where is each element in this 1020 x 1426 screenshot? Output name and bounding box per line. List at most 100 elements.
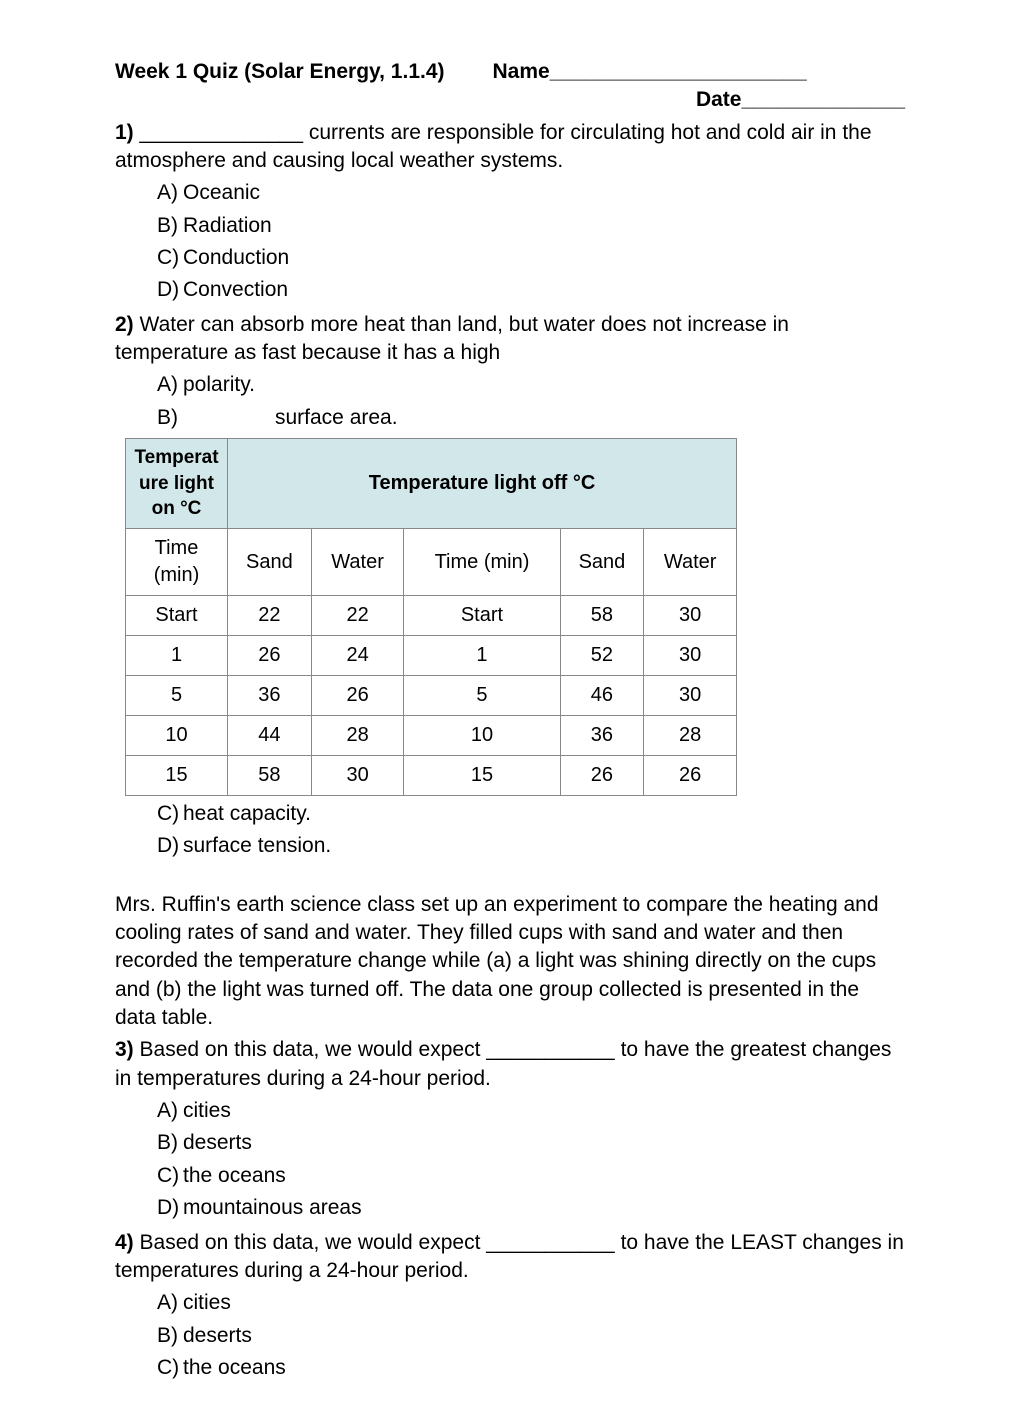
cell: 30 (311, 756, 404, 796)
q2-option-a[interactable]: A)polarity. (157, 369, 905, 401)
q1-options: A)Oceanic B)Radiation C)Conduction D)Con… (115, 177, 905, 306)
q4-blank[interactable]: ___________ (486, 1231, 614, 1254)
option-text: deserts (183, 1131, 252, 1154)
q4-text-before: Based on this data, we would expect (134, 1231, 487, 1254)
cell: 30 (644, 676, 737, 716)
table-row: Start 22 22 Start 58 30 (126, 596, 737, 636)
q1-option-d[interactable]: D)Convection (157, 274, 905, 306)
q4-option-b[interactable]: B)deserts (157, 1320, 905, 1352)
cell: 15 (404, 756, 560, 796)
cell: 28 (644, 716, 737, 756)
cell: 24 (311, 636, 404, 676)
table-header-row-2: Time (min) Sand Water Time (min) Sand Wa… (126, 529, 737, 596)
option-text: mountainous areas (183, 1196, 362, 1219)
option-letter: B) (157, 404, 183, 432)
q2-number: 2) (115, 313, 134, 336)
name-label: Name (493, 60, 550, 83)
option-letter: C) (157, 1354, 183, 1382)
cell: 52 (560, 636, 644, 676)
cell: 26 (228, 636, 312, 676)
option-letter: A) (157, 179, 183, 207)
option-text: Convection (183, 278, 288, 301)
data-table: Temperat ure light on °C Temperature lig… (125, 438, 737, 796)
option-text: the oceans (183, 1164, 286, 1187)
date-blank[interactable]: ______________ (741, 88, 905, 111)
option-letter: C) (157, 244, 183, 272)
q1-option-c[interactable]: C)Conduction (157, 242, 905, 274)
option-text: Conduction (183, 246, 289, 269)
option-text: surface tension. (183, 834, 331, 857)
q1-option-b[interactable]: B)Radiation (157, 210, 905, 242)
cell: Start (404, 596, 560, 636)
option-letter: B) (157, 1322, 183, 1350)
option-text: Oceanic (183, 181, 260, 204)
quiz-title: Week 1 Quiz (Solar Energy, 1.1.4) (115, 58, 445, 86)
option-text: the oceans (183, 1356, 286, 1379)
cell: 30 (644, 636, 737, 676)
date-label: Date (696, 88, 742, 111)
cell: 58 (228, 756, 312, 796)
cell: 5 (404, 676, 560, 716)
option-text: heat capacity. (183, 802, 311, 825)
question-2-stem: 2) Water can absorb more heat than land,… (115, 311, 905, 368)
table-header-row-1: Temperat ure light on °C Temperature lig… (126, 439, 737, 529)
option-text: cities (183, 1099, 231, 1122)
table-row: 10 44 28 10 36 28 (126, 716, 737, 756)
option-text: cities (183, 1291, 231, 1314)
cell: 36 (560, 716, 644, 756)
q3-blank[interactable]: ___________ (486, 1038, 614, 1061)
experiment-paragraph: Mrs. Ruffin's earth science class set up… (115, 891, 905, 1033)
name-blank[interactable]: ______________________ (550, 60, 807, 83)
option-text: surface area. (275, 404, 398, 432)
date-field: Date______________ (115, 86, 905, 114)
q2-option-c[interactable]: C)heat capacity. (157, 798, 905, 830)
q4-options: A)cities B)deserts C)the oceans (115, 1287, 905, 1384)
option-text: deserts (183, 1324, 252, 1347)
option-letter: A) (157, 371, 183, 399)
table-header-on: Temperat ure light on °C (126, 439, 228, 529)
cell: 58 (560, 596, 644, 636)
q2-option-d[interactable]: D)surface tension. (157, 830, 905, 862)
option-letter: A) (157, 1289, 183, 1317)
q3-options: A)cities B)deserts C)the oceans D)mounta… (115, 1095, 905, 1224)
cell: 1 (404, 636, 560, 676)
q1-blank[interactable]: ______________ (140, 121, 304, 144)
col-2: Water (311, 529, 404, 596)
question-4-stem: 4) Based on this data, we would expect _… (115, 1229, 905, 1286)
quiz-page: Week 1 Quiz (Solar Energy, 1.1.4) Name__… (0, 0, 1020, 1426)
cell: 10 (126, 716, 228, 756)
cell: 26 (560, 756, 644, 796)
option-text: Radiation (183, 214, 272, 237)
cell: 22 (311, 596, 404, 636)
option-letter: D) (157, 832, 183, 860)
q2-option-b[interactable]: B) surface area. (157, 402, 905, 434)
cell: 30 (644, 596, 737, 636)
q3-number: 3) (115, 1038, 134, 1061)
cell: 46 (560, 676, 644, 716)
col-4: Sand (560, 529, 644, 596)
q3-option-b[interactable]: B)deserts (157, 1127, 905, 1159)
option-letter: B) (157, 212, 183, 240)
cell: 26 (644, 756, 737, 796)
q3-option-c[interactable]: C)the oceans (157, 1160, 905, 1192)
option-letter: D) (157, 1194, 183, 1222)
table-row: 5 36 26 5 46 30 (126, 676, 737, 716)
cell: 44 (228, 716, 312, 756)
table-header-off: Temperature light off °C (228, 439, 737, 529)
table-body: Start 22 22 Start 58 30 1 26 24 1 52 30 … (126, 596, 737, 796)
q1-number: 1) (115, 121, 134, 144)
name-field: Name______________________ (493, 58, 807, 86)
q4-option-a[interactable]: A)cities (157, 1287, 905, 1319)
option-letter: C) (157, 1162, 183, 1190)
q3-option-a[interactable]: A)cities (157, 1095, 905, 1127)
cell: 28 (311, 716, 404, 756)
question-3-stem: 3) Based on this data, we would expect _… (115, 1036, 905, 1093)
q1-option-a[interactable]: A)Oceanic (157, 177, 905, 209)
col-0: Time (min) (126, 529, 228, 596)
q4-option-c[interactable]: C)the oceans (157, 1352, 905, 1384)
col-1: Sand (228, 529, 312, 596)
q2-options-cd: C)heat capacity. D)surface tension. (115, 798, 905, 863)
cell: 10 (404, 716, 560, 756)
q3-option-d[interactable]: D)mountainous areas (157, 1192, 905, 1224)
header-line: Week 1 Quiz (Solar Energy, 1.1.4) Name__… (115, 58, 905, 86)
